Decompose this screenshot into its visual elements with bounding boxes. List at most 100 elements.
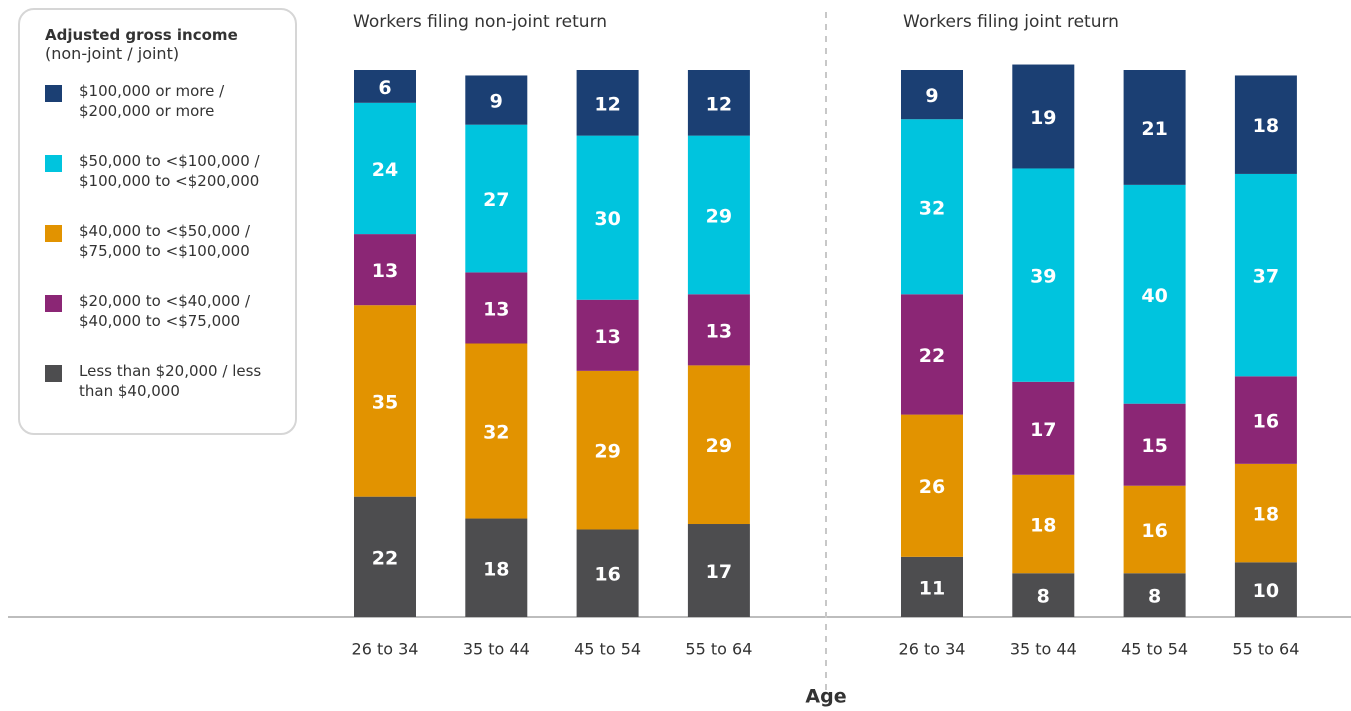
value-label: 11 [919, 577, 945, 599]
bar-segment [1234, 75, 1297, 174]
value-label: 29 [706, 205, 732, 227]
bar-segment [465, 272, 528, 344]
bar-segment [1123, 403, 1186, 486]
value-label: 18 [1253, 115, 1279, 137]
bar-segment [465, 75, 528, 125]
value-label: 16 [1253, 411, 1279, 433]
bar-segment [1012, 64, 1075, 169]
legend-label: Less than $20,000 / less than $40,000 [79, 362, 262, 400]
value-label: 29 [594, 441, 620, 463]
value-label: 13 [594, 326, 620, 348]
value-label: 12 [594, 93, 620, 115]
bar-segment [1012, 381, 1075, 475]
value-label: 17 [1030, 419, 1056, 441]
value-label: 19 [1030, 107, 1056, 129]
legend-label: $40,000 to <$50,000 / $75,000 to <$100,0… [79, 222, 251, 260]
legend-subtitle: (non-joint / joint) [45, 44, 180, 63]
value-label: 8 [1037, 586, 1050, 608]
value-label: 26 [919, 476, 945, 498]
legend-label: $50,000 to <$100,000 / $100,000 to <$200… [79, 152, 260, 190]
bar-segment [901, 414, 963, 557]
value-label: 8 [1148, 586, 1161, 608]
bar-segment [901, 556, 963, 617]
legend-swatch [45, 225, 62, 242]
bar-segment [687, 294, 750, 366]
value-label: 6 [378, 77, 391, 99]
value-label: 13 [706, 320, 732, 342]
x-tick-label: 26 to 34 [899, 640, 966, 659]
value-label: 13 [483, 298, 509, 320]
bar-segment [901, 70, 963, 120]
bar-segment [576, 135, 639, 300]
value-label: 40 [1141, 285, 1167, 307]
value-label: 24 [372, 159, 398, 181]
value-label: 12 [706, 93, 732, 115]
bar-segment [576, 370, 639, 530]
bar-segment [687, 365, 750, 525]
value-label: 32 [919, 197, 945, 219]
value-label: 30 [594, 208, 620, 230]
legend-swatch [45, 155, 62, 172]
legend-swatch [45, 85, 62, 102]
x-tick-label: 45 to 54 [574, 640, 641, 659]
bar-segment [354, 496, 416, 617]
value-label: 22 [919, 345, 945, 367]
bar-segment [465, 124, 528, 273]
value-label: 18 [483, 558, 509, 580]
bar-segment [901, 119, 963, 295]
bar-segment [1123, 70, 1186, 185]
legend-item: $20,000 to <$40,000 / $40,000 to <$75,00… [45, 291, 295, 361]
bar-segment [1012, 168, 1075, 382]
legend-label: $100,000 or more / $200,000 or more [79, 82, 225, 120]
legend-item: $40,000 to <$50,000 / $75,000 to <$100,0… [45, 221, 295, 291]
x-axis-label: Age [805, 686, 846, 708]
value-label: 37 [1253, 266, 1279, 288]
chart-title: Workers filing joint return [903, 12, 1119, 32]
value-label: 9 [490, 91, 503, 113]
bar-segment [354, 305, 416, 497]
legend-item: $50,000 to <$100,000 / $100,000 to <$200… [45, 151, 295, 221]
value-label: 10 [1253, 580, 1279, 602]
legend-swatch [45, 295, 62, 312]
x-tick-label: 55 to 64 [1232, 640, 1299, 659]
value-label: 21 [1141, 118, 1167, 140]
bar-segment [687, 70, 750, 136]
legend-title: Adjusted gross income [45, 26, 238, 44]
bar-segment [354, 70, 416, 103]
bar-segment [576, 529, 639, 617]
x-tick-label: 35 to 44 [1010, 640, 1077, 659]
bar-segment [1012, 474, 1075, 574]
bar-segment [354, 234, 416, 306]
bar-segment [1234, 173, 1297, 377]
bar-segment [1234, 376, 1297, 464]
x-tick-label: 55 to 64 [685, 640, 752, 659]
value-label: 15 [1141, 435, 1167, 457]
legend-item: Less than $20,000 / less than $40,000 [45, 361, 295, 431]
value-label: 13 [372, 260, 398, 282]
bar-segment [1123, 573, 1186, 617]
legend-item: $100,000 or more / $200,000 or more [45, 81, 295, 151]
value-label: 18 [1253, 504, 1279, 526]
value-label: 27 [483, 189, 509, 211]
value-label: 32 [483, 422, 509, 444]
bar-segment [1234, 463, 1297, 563]
legend-swatch [45, 365, 62, 382]
x-tick-label: 45 to 54 [1121, 640, 1188, 659]
value-label: 16 [594, 564, 620, 586]
bar-segment [465, 518, 528, 617]
bar-segment [1123, 485, 1186, 574]
bar-segment [687, 524, 750, 617]
bar-segment [687, 135, 750, 295]
legend-items: $100,000 or more / $200,000 or more $50,0… [45, 81, 295, 431]
value-label: 35 [372, 391, 398, 413]
bar-segment [354, 102, 416, 235]
value-label: 9 [925, 85, 938, 107]
value-label: 29 [706, 435, 732, 457]
chart-title: Workers filing non-joint return [353, 12, 607, 32]
legend: Adjusted gross income (non-joint / joint… [18, 8, 297, 435]
value-label: 22 [372, 547, 398, 569]
bar-segment [465, 343, 528, 519]
legend-label: $20,000 to <$40,000 / $40,000 to <$75,00… [79, 292, 251, 330]
